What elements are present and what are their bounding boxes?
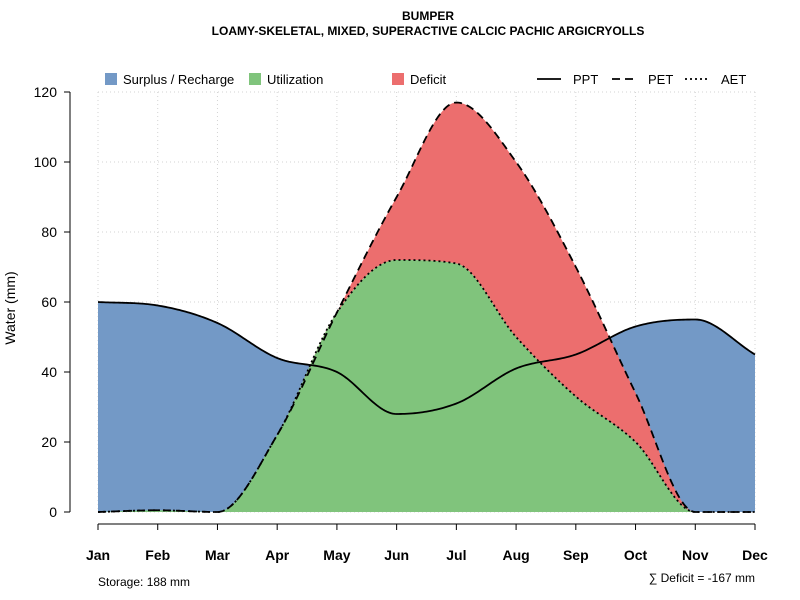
legend-swatch-0 — [105, 73, 117, 85]
x-tick-label-jan: Jan — [86, 547, 110, 563]
legend-swatch-1 — [249, 73, 261, 85]
line-ppt — [97, 301, 756, 415]
deficit-annotation: ∑ Deficit = -167 mm — [649, 571, 755, 585]
y-tick-label: 40 — [41, 364, 57, 380]
chart-subtitle: LOAMY-SKELETAL, MIXED, SUPERACTIVE CALCI… — [212, 24, 645, 38]
area-utilization — [98, 260, 755, 512]
x-tick-label-dec: Dec — [742, 547, 768, 563]
legend-label-aet: AET — [721, 72, 746, 87]
x-tick-label-feb: Feb — [145, 547, 170, 563]
x-tick-label-apr: Apr — [265, 547, 290, 563]
legend: Surplus / Recharge Utilization Deficit PPT P… — [105, 72, 746, 87]
legend-label-area-2: Deficit — [410, 72, 447, 87]
y-tick-label: 20 — [41, 434, 57, 450]
line-pet — [97, 101, 755, 513]
x-tick-label-aug: Aug — [502, 547, 529, 563]
x-tick-label-mar: Mar — [205, 547, 230, 563]
storage-annotation: Storage: 188 mm — [98, 575, 190, 589]
x-tick-label-nov: Nov — [682, 547, 709, 563]
x-tick-label-may: May — [323, 547, 350, 563]
legend-label-area-1: Utilization — [267, 72, 323, 87]
area-fills — [98, 102, 755, 512]
legend-label-area-0: Surplus / Recharge — [123, 72, 234, 87]
x-tick-label-oct: Oct — [624, 547, 648, 563]
legend-label-pet: PET — [648, 72, 673, 87]
x-tick-label-sep: Sep — [563, 547, 589, 563]
y-tick-label: 0 — [49, 504, 57, 520]
axes: 0 20 40 60 80 100 120 Jan Feb Mar Apr May Jun Jul Aug S… — [34, 84, 768, 563]
y-tick-label: 60 — [41, 294, 57, 310]
area-deficit — [98, 102, 755, 512]
legend-label-ppt: PPT — [573, 72, 598, 87]
y-tick-label: 120 — [34, 84, 58, 100]
y-tick-label: 80 — [41, 224, 57, 240]
y-tick-label: 100 — [34, 154, 58, 170]
x-tick-label-jun: Jun — [384, 547, 409, 563]
y-axis-label: Water (mm) — [2, 271, 18, 344]
chart-title: BUMPER — [402, 9, 454, 23]
x-tick-label-jul: Jul — [446, 547, 466, 563]
legend-swatch-2 — [392, 73, 404, 85]
series-lines — [97, 101, 756, 513]
